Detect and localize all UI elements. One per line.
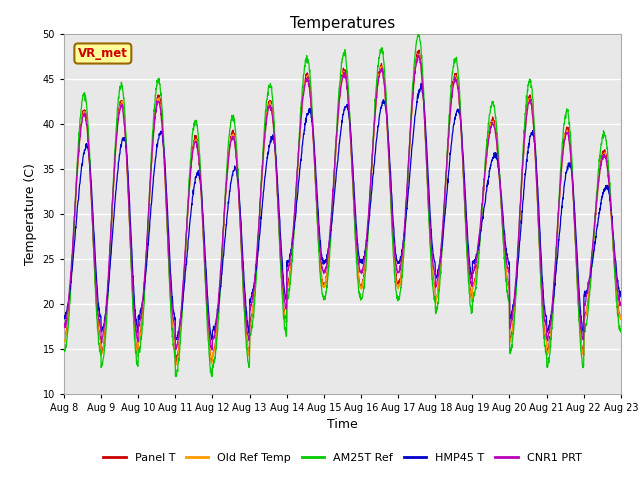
Panel T xyxy=(568,170,576,176)
CNR1 PRT xyxy=(216,284,223,289)
Panel T xyxy=(172,361,180,367)
Old Ref Temp xyxy=(371,117,379,123)
Old Ref Temp xyxy=(172,363,179,369)
Legend: Panel T, Old Ref Temp, AM25T Ref, HMP45 T, CNR1 PRT: Panel T, Old Ref Temp, AM25T Ref, HMP45 … xyxy=(99,448,586,467)
Panel T xyxy=(216,291,223,297)
CNR1 PRT xyxy=(505,268,513,274)
Line: CNR1 PRT: CNR1 PRT xyxy=(64,55,621,350)
Old Ref Temp xyxy=(505,286,513,291)
HMP45 T xyxy=(371,154,379,160)
Line: Old Ref Temp: Old Ref Temp xyxy=(64,54,621,366)
Y-axis label: Temperature (C): Temperature (C) xyxy=(24,163,37,264)
HMP45 T xyxy=(505,261,513,267)
AM25T Ref xyxy=(371,105,379,110)
Line: HMP45 T: HMP45 T xyxy=(64,84,621,340)
Line: AM25T Ref: AM25T Ref xyxy=(64,35,621,377)
HMP45 T xyxy=(359,261,367,266)
CNR1 PRT xyxy=(371,116,379,122)
CNR1 PRT xyxy=(208,347,216,353)
Old Ref Temp xyxy=(617,313,625,319)
Panel T xyxy=(371,115,379,121)
HMP45 T xyxy=(617,289,625,295)
Old Ref Temp xyxy=(568,177,576,182)
AM25T Ref xyxy=(359,294,367,300)
Text: VR_met: VR_met xyxy=(78,47,128,60)
HMP45 T xyxy=(584,286,591,291)
Panel T xyxy=(60,337,68,343)
Old Ref Temp xyxy=(414,51,422,57)
CNR1 PRT xyxy=(415,52,422,58)
Line: Panel T: Panel T xyxy=(64,50,621,364)
AM25T Ref xyxy=(209,374,216,380)
Old Ref Temp xyxy=(60,338,68,344)
AM25T Ref xyxy=(584,313,591,319)
CNR1 PRT xyxy=(359,268,367,274)
AM25T Ref xyxy=(568,160,576,166)
Title: Temperatures: Temperatures xyxy=(290,16,395,31)
AM25T Ref xyxy=(617,329,625,335)
HMP45 T xyxy=(417,81,425,86)
Old Ref Temp xyxy=(359,281,367,287)
CNR1 PRT xyxy=(60,323,68,328)
Panel T xyxy=(617,315,625,321)
CNR1 PRT xyxy=(617,300,625,305)
CNR1 PRT xyxy=(584,290,591,296)
Old Ref Temp xyxy=(584,304,591,310)
AM25T Ref xyxy=(505,292,513,298)
AM25T Ref xyxy=(415,32,422,37)
Panel T xyxy=(584,303,591,309)
Panel T xyxy=(415,47,423,53)
AM25T Ref xyxy=(216,298,223,304)
AM25T Ref xyxy=(60,348,68,354)
X-axis label: Time: Time xyxy=(327,418,358,431)
Panel T xyxy=(505,282,513,288)
HMP45 T xyxy=(60,316,68,322)
HMP45 T xyxy=(208,337,216,343)
CNR1 PRT xyxy=(568,171,576,177)
Old Ref Temp xyxy=(216,296,223,301)
HMP45 T xyxy=(216,293,223,299)
HMP45 T xyxy=(568,173,576,179)
Panel T xyxy=(359,282,367,288)
